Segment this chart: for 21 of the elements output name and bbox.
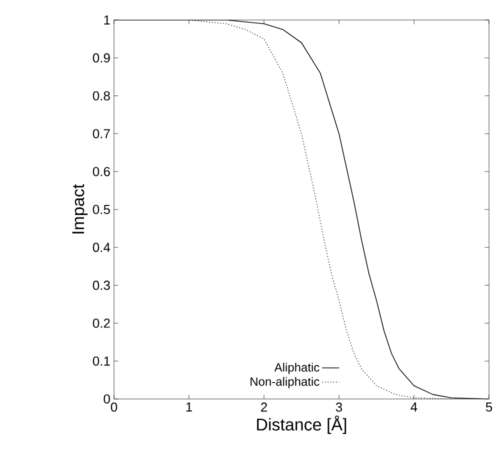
x-tick-label: 4 bbox=[410, 402, 418, 412]
x-tick-label: 3 bbox=[336, 402, 342, 412]
y-axis-title: Impact bbox=[72, 184, 88, 234]
x-tick-label: 1 bbox=[186, 402, 192, 412]
y-tick-label: 0.4 bbox=[92, 242, 110, 252]
x-tick-label: 5 bbox=[486, 402, 492, 412]
y-tick-label: 0.6 bbox=[92, 166, 110, 176]
x-tick-label: 0 bbox=[110, 402, 118, 412]
y-tick-label: 0.2 bbox=[92, 318, 110, 328]
legend-label: Aliphatic bbox=[274, 362, 320, 374]
y-tick-label: 1 bbox=[104, 16, 110, 24]
y-tick-label: 0.9 bbox=[92, 53, 110, 62]
legend-label: Non-aliphatic bbox=[250, 377, 320, 388]
x-axis-title: Distance [Å] bbox=[257, 416, 346, 434]
y-tick-label: 0.1 bbox=[92, 356, 110, 366]
x-tick-label: 2 bbox=[261, 402, 267, 412]
y-tick-label: 0.5 bbox=[92, 204, 110, 214]
y-tick-label: 0.7 bbox=[92, 129, 110, 138]
y-tick-label: 0.3 bbox=[92, 280, 110, 290]
y-tick-label: 0 bbox=[104, 394, 110, 404]
y-tick-label: 0.8 bbox=[92, 91, 110, 100]
